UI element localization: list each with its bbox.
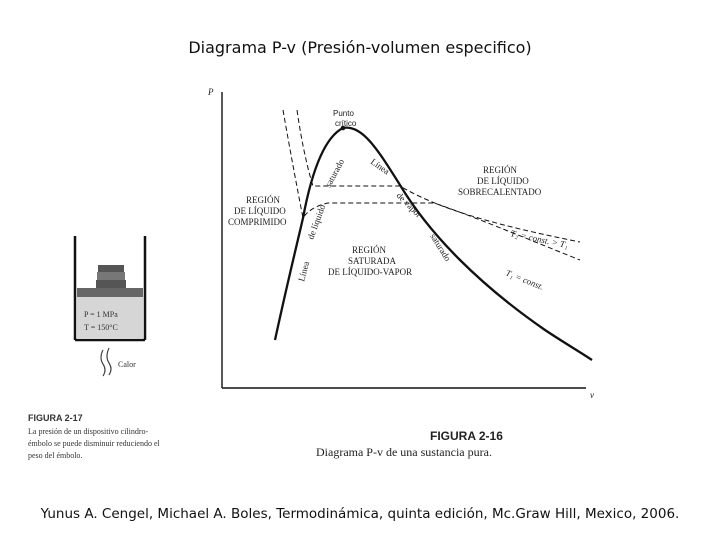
region-compressed-label-2: DE LÍQUIDO	[234, 206, 286, 216]
weight	[97, 272, 125, 280]
saturation-dome	[273, 126, 593, 361]
figure-2-17-label: FIGURA 2-17	[28, 413, 83, 423]
saturated-vapor-line-label-2: de vapor	[395, 190, 424, 219]
citation: Yunus A. Cengel, Michael A. Boles, Termo…	[40, 506, 680, 522]
figure-2-16-label: FIGURA 2-16	[430, 429, 503, 443]
critical-point-label-2: crítico	[335, 119, 357, 128]
saturated-liquid-line-label-3: saturado	[323, 157, 346, 189]
p-axis-label: P	[207, 87, 214, 97]
piston-temperature: T = 150°C	[84, 323, 118, 332]
weight	[96, 280, 126, 288]
region-saturated-label: REGIÓN	[352, 245, 386, 255]
region-superheated-label: REGIÓN	[483, 165, 517, 175]
weight	[98, 265, 124, 272]
region-compressed-label: REGIÓN	[246, 195, 280, 205]
region-saturated-label-3: DE LÍQUIDO-VAPOR	[328, 267, 412, 277]
isotherm-t2	[282, 109, 581, 261]
cylinder-fluid	[77, 296, 143, 339]
piston	[77, 288, 143, 297]
figure-2-16-caption: Diagrama P-v de una sustancia pura.	[316, 445, 492, 459]
isotherm-t2-label: T₂ = const. > T₁	[510, 228, 569, 250]
saturated-vapor-line-label: Línea	[369, 156, 392, 176]
v-axis-label: v	[590, 390, 594, 400]
isotherm-t1-label: T₁ = const.	[504, 268, 545, 292]
pv-diagram: P v Punto crítico REGIÓN DE LÍQUIDO COMP…	[207, 87, 594, 459]
region-superheated-label-2: DE LÍQUIDO	[477, 176, 529, 186]
flame-icon	[100, 347, 112, 377]
critical-point-marker	[340, 125, 346, 131]
figure-2-17-caption-line3: peso del émbolo.	[28, 451, 82, 460]
piston-pressure: P = 1 MPa	[84, 310, 118, 319]
slide-title: Diagrama P-v (Presión-volumen especifico…	[188, 38, 532, 57]
heat-label: Calor	[118, 360, 136, 369]
piston-cylinder: P = 1 MPa T = 150°C Calor FIGURA 2-17 La…	[28, 236, 161, 460]
figure-2-17-caption-line2: émbolo se puede disminuir reduciendo el	[28, 439, 161, 448]
saturated-liquid-line-label-2: de líquido	[305, 203, 327, 241]
region-saturated-label-2: SATURADA	[348, 256, 397, 266]
saturated-liquid-line-label: Línea	[296, 260, 311, 282]
critical-point-label: Punto	[333, 109, 354, 118]
figure-2-17-caption-line1: La presión de un dispositivo cilindro-	[28, 427, 149, 436]
region-compressed-label-3: COMPRIMIDO	[228, 217, 287, 227]
region-superheated-label-3: SOBRECALENTADO	[458, 187, 542, 197]
saturated-vapor-line-label-3: saturado	[428, 232, 453, 264]
